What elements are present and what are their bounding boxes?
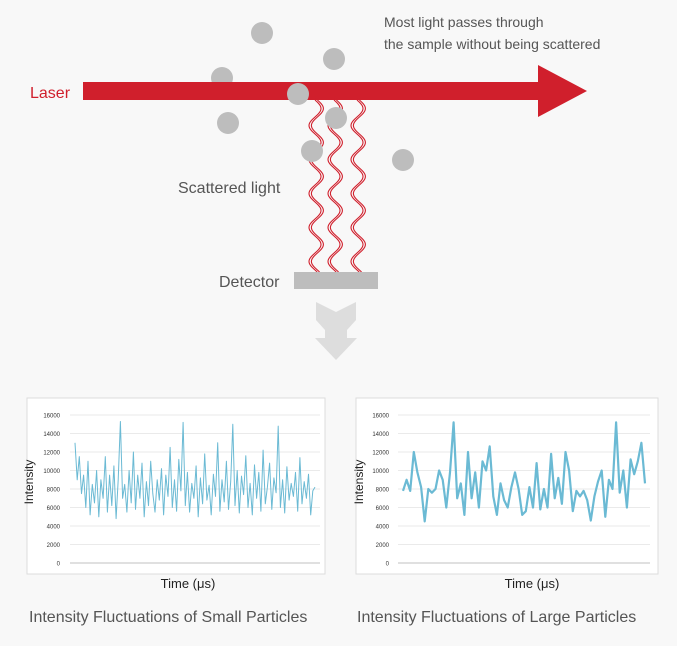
scattered-wave-2-strand-1 (327, 99, 341, 273)
particle-6 (325, 107, 347, 129)
y-tick-label: 10000 (43, 469, 60, 475)
down-arrow-icon (315, 302, 357, 360)
y-tick-label: 10000 (372, 469, 389, 475)
scattered-light-label: Scattered light (178, 180, 281, 197)
y-tick-label: 0 (386, 562, 390, 568)
laser-label: Laser (30, 85, 71, 102)
y-tick-label: 0 (57, 562, 61, 568)
passes-note-line1: Most light passes through (384, 14, 544, 30)
y-tick-label: 14000 (372, 432, 389, 438)
scattered-light-waves (308, 99, 366, 273)
scattered-wave-1-strand-2 (310, 99, 324, 273)
y-tick-label: 12000 (372, 451, 389, 457)
particle-7 (301, 140, 323, 162)
y-tick-label: 12000 (43, 451, 60, 457)
y-tick-label: 6000 (47, 506, 61, 512)
scattered-wave-2-strand-2 (329, 99, 343, 273)
particle-5 (217, 112, 239, 134)
detector-label: Detector (219, 274, 280, 291)
particle-8 (392, 149, 414, 171)
y-tick-label: 4000 (376, 525, 390, 531)
large-particles-caption: Intensity Fluctuations of Large Particle… (357, 609, 637, 626)
y-tick-label: 2000 (47, 543, 61, 549)
y-tick-label: 14000 (43, 432, 60, 438)
intensity-series-line (401, 421, 647, 523)
intensity-series-line (74, 421, 316, 520)
particle-4 (287, 83, 309, 105)
particle-2 (323, 48, 345, 70)
y-tick-label: 8000 (47, 488, 61, 494)
y-tick-label: 6000 (376, 506, 390, 512)
y-tick-label: 8000 (376, 488, 390, 494)
scattered-wave-3-strand-2 (352, 99, 366, 273)
detector-bar (294, 272, 378, 289)
y-tick-label: 2000 (376, 543, 390, 549)
particle-1 (251, 22, 273, 44)
scattered-wave-1-strand-1 (308, 99, 322, 273)
small-particles-chart: 0 2000 4000 6000 8000 10000 12000 14000 16000 Int… (22, 397, 326, 591)
small-particles-caption: Intensity Fluctuations of Small Particle… (29, 609, 308, 626)
illustration: Laser Most light passes through the samp… (30, 14, 600, 360)
scattered-wave-3-strand-1 (350, 99, 364, 273)
passes-note-line2: the sample without being scattered (384, 36, 600, 52)
y-tick-label: 16000 (372, 414, 389, 420)
y-axis-label: Intensity (22, 460, 36, 505)
y-tick-label: 16000 (43, 414, 60, 420)
x-axis-label: Time (μs) (505, 576, 560, 591)
laser-arrow (83, 65, 587, 117)
large-particles-chart: 0 2000 4000 6000 8000 10000 12000 14000 16000 Int… (352, 397, 659, 591)
x-axis-label: Time (μs) (161, 576, 216, 591)
y-axis-label: Intensity (352, 460, 366, 505)
y-tick-label: 4000 (47, 525, 61, 531)
